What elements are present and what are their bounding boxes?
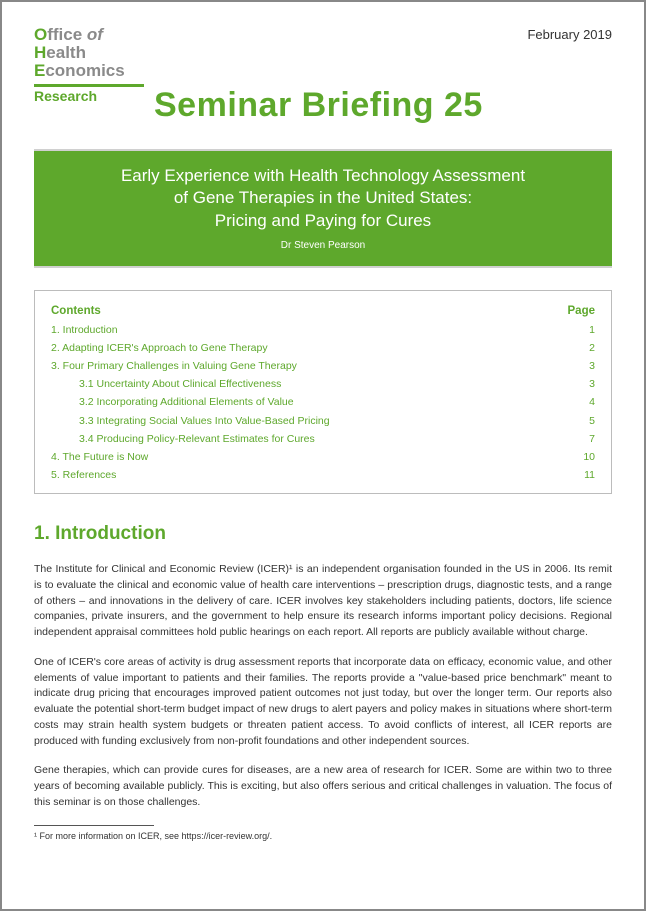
toc-label: 3.1 Uncertainty About Clinical Effective…: [51, 377, 567, 392]
toc-label: 4. The Future is Now: [51, 450, 567, 465]
toc-label: 2. Adapting ICER's Approach to Gene Ther…: [51, 341, 567, 356]
toc-label: 3.3 Integrating Social Values Into Value…: [51, 414, 567, 429]
toc-row: 2. Adapting ICER's Approach to Gene Ther…: [51, 341, 595, 356]
org-line-1: Office of: [34, 26, 144, 44]
logo-word-health: ealth: [46, 43, 86, 62]
toc-page: 3: [567, 359, 595, 374]
toc-row: 1. Introduction1: [51, 323, 595, 338]
intro-para-2: One of ICER's core areas of activity is …: [34, 655, 612, 750]
toc-header-right: Page: [568, 303, 596, 320]
toc-row: 3.3 Integrating Social Values Into Value…: [51, 414, 595, 429]
toc-page: 4: [567, 395, 595, 410]
logo-word-of: of: [87, 25, 103, 44]
toc-rows: 1. Introduction12. Adapting ICER's Appro…: [51, 323, 595, 484]
logo-separator: [34, 84, 144, 87]
toc-row: 3.1 Uncertainty About Clinical Effective…: [51, 377, 595, 392]
intro-para-3: Gene therapies, which can provide cures …: [34, 763, 612, 810]
toc-header-left: Contents: [51, 303, 101, 320]
issue-date: February 2019: [527, 26, 612, 45]
logo-letter-o: O: [34, 25, 47, 44]
banner-line-2: of Gene Therapies in the United States:: [46, 187, 600, 210]
logo-letter-h: H: [34, 43, 46, 62]
toc-label: 5. References: [51, 468, 567, 483]
toc-row: 3.4 Producing Policy-Relevant Estimates …: [51, 432, 595, 447]
title-banner: Early Experience with Health Technology …: [34, 149, 612, 268]
toc-page: 7: [567, 432, 595, 447]
toc-header: Contents Page: [51, 303, 595, 320]
logo-word-office: ffice: [47, 25, 87, 44]
logo-word-economics: conomics: [45, 61, 124, 80]
toc-label: 3.2 Incorporating Additional Elements of…: [51, 395, 567, 410]
banner-line-1: Early Experience with Health Technology …: [46, 165, 600, 188]
org-line-2: Health: [34, 44, 144, 62]
intro-para-1: The Institute for Clinical and Economic …: [34, 562, 612, 641]
toc-row: 5. References11: [51, 468, 595, 483]
logo-research-label: Research: [34, 89, 144, 104]
toc-page: 2: [567, 341, 595, 356]
toc-label: 1. Introduction: [51, 323, 567, 338]
banner-author: Dr Steven Pearson: [46, 239, 600, 254]
section-heading: 1. Introduction: [34, 520, 612, 548]
toc-row: 3. Four Primary Challenges in Valuing Ge…: [51, 359, 595, 374]
toc-page: 5: [567, 414, 595, 429]
banner-line-3: Pricing and Paying for Cures: [46, 210, 600, 233]
org-logo: Office of Health Economics Research: [34, 26, 144, 103]
toc-page: 11: [567, 468, 595, 483]
org-line-3: Economics: [34, 62, 144, 80]
toc-page: 3: [567, 377, 595, 392]
logo-letter-e: E: [34, 61, 45, 80]
toc-label: 3.4 Producing Policy-Relevant Estimates …: [51, 432, 567, 447]
toc-page: 10: [567, 450, 595, 465]
toc-page: 1: [567, 323, 595, 338]
footnote-rule: [34, 825, 154, 826]
toc-row: 4. The Future is Now10: [51, 450, 595, 465]
toc-label: 3. Four Primary Challenges in Valuing Ge…: [51, 359, 567, 374]
contents-box: Contents Page 1. Introduction12. Adaptin…: [34, 290, 612, 495]
main-title: Seminar Briefing 25: [154, 81, 612, 130]
toc-row: 3.2 Incorporating Additional Elements of…: [51, 395, 595, 410]
footnote-text: ¹ For more information on ICER, see http…: [34, 830, 612, 843]
